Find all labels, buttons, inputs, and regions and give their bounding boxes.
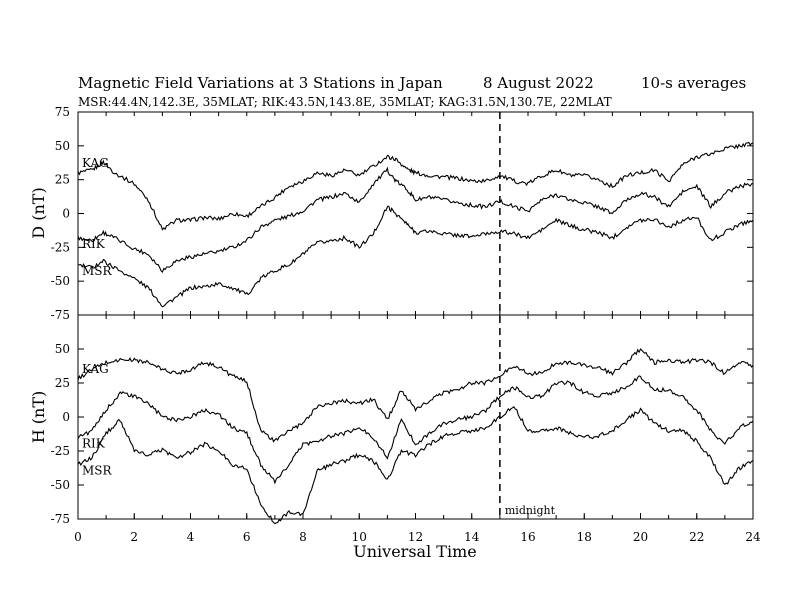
chart-title: Magnetic Field Variations at 3 Stations … xyxy=(78,74,443,92)
x-tick-label: 0 xyxy=(74,530,82,544)
y-tick-label-h: -25 xyxy=(51,444,70,458)
x-tick-label: 22 xyxy=(689,530,704,544)
x-tick-label: 10 xyxy=(352,530,367,544)
chart-averaging-note: 10-s averages xyxy=(641,74,746,92)
series-line-kag-h xyxy=(77,348,754,443)
y-tick-label-d: 0 xyxy=(62,207,70,221)
y-tick-label-d: 75 xyxy=(55,105,70,119)
y-tick-label-d: 25 xyxy=(55,173,70,187)
y-axis-label-d: D (nT) xyxy=(29,187,48,238)
y-tick-label-h: 50 xyxy=(55,342,70,356)
midnight-label: midnight xyxy=(505,504,556,517)
series-label-kag-d: KAG xyxy=(82,156,109,170)
y-tick-label-d: -50 xyxy=(51,274,70,288)
x-tick-label: 14 xyxy=(464,530,480,544)
y-tick-label-d: -25 xyxy=(51,240,70,254)
x-axis-label: Universal Time xyxy=(353,542,476,561)
x-tick-label: 2 xyxy=(130,530,138,544)
panel-h-frame xyxy=(77,314,754,520)
x-tick-label: 12 xyxy=(408,530,423,544)
series-line-msr-d xyxy=(78,205,754,308)
panel-d-frame xyxy=(77,111,754,316)
series-label-rik-h: RIK xyxy=(82,436,106,450)
x-tick-label: 16 xyxy=(520,530,535,544)
y-tick-label-h: -75 xyxy=(51,512,70,526)
series-label-msr-h: MSR xyxy=(82,464,113,478)
y-axis-label-h: H (nT) xyxy=(29,391,48,444)
plot-area: 0 2 4 6 8 10 12 14 16 18 20 22 247550250-25-50-75KAG… xyxy=(51,105,761,544)
y-tick-label-h: 0 xyxy=(62,410,70,424)
series-label-kag-h: KAG xyxy=(82,362,109,376)
series-line-kag-d xyxy=(77,141,754,231)
x-tick-label: 4 xyxy=(187,530,195,544)
station-coordinates: MSR:44.4N,142.3E, 35MLAT; RIK:43.5N,143.… xyxy=(78,95,612,109)
x-tick-label: 6 xyxy=(243,530,251,544)
series-line-rik-d xyxy=(77,166,754,273)
y-tick-label-d: -75 xyxy=(51,308,70,322)
series-line-msr-h xyxy=(77,406,754,525)
series-label-msr-d: MSR xyxy=(82,264,113,278)
y-tick-label-h: -50 xyxy=(51,478,70,492)
x-tick-label: 20 xyxy=(633,530,648,544)
series-label-rik-d: RIK xyxy=(82,237,106,251)
x-tick-label: 8 xyxy=(299,530,307,544)
chart-date: 8 August 2022 xyxy=(483,74,594,92)
x-tick-label: 18 xyxy=(577,530,592,544)
y-tick-label-d: 50 xyxy=(55,139,70,153)
series-line-rik-h xyxy=(77,375,754,485)
x-tick-label: 24 xyxy=(745,530,761,544)
y-tick-label-h: 25 xyxy=(55,376,70,390)
